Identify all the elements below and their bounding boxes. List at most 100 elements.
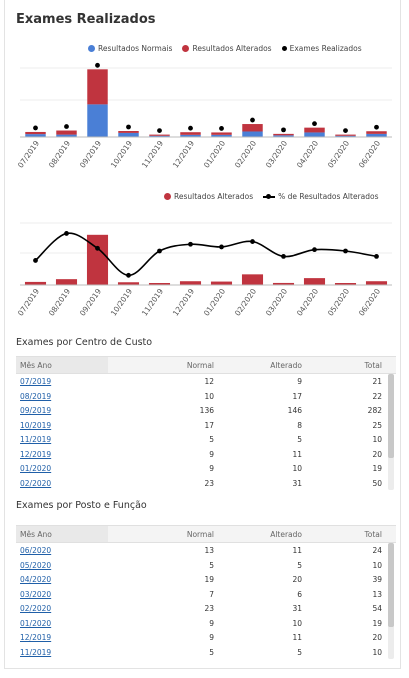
- bar-normais: [118, 132, 139, 137]
- bar-alterados: [273, 133, 294, 136]
- point-pct-alterados: [95, 245, 100, 251]
- bar-alterados: [366, 131, 387, 134]
- cell-mes-ano[interactable]: 03/2020: [20, 589, 52, 599]
- bar-alterados: [118, 131, 139, 133]
- x-tick-label: 03/2020: [264, 287, 289, 318]
- cell-alterado: 6: [297, 589, 302, 599]
- cell-mes-ano[interactable]: 11/2019: [20, 647, 52, 657]
- legend-realizados-swatch: [281, 46, 287, 51]
- point-realizados: [64, 124, 69, 129]
- bar-normais: [273, 135, 294, 137]
- cell-mes-ano[interactable]: 01/2020: [20, 618, 52, 628]
- cell-alterado: 5: [297, 560, 302, 570]
- x-tick-label: 11/2019: [140, 287, 165, 318]
- legend2-pct[interactable]: % de Resultados Alterados: [263, 192, 379, 201]
- cell-mes-ano[interactable]: 12/2019: [20, 633, 52, 642]
- header-total[interactable]: Total: [364, 530, 382, 539]
- legend-alterados-label: Resultados Alterados: [192, 44, 272, 53]
- cell-mes-ano[interactable]: 11/2019: [20, 435, 52, 444]
- bar-alterados: [148, 283, 171, 285]
- chart-resultados-alterados: 07/2019 08/2019 09/2019 10/2019 11/2019 12/20…: [16, 222, 392, 318]
- legend2-alterados[interactable]: Resultados Alterados: [164, 192, 253, 201]
- cell-mes-ano[interactable]: 10/2019: [20, 420, 52, 430]
- cell-mes-ano[interactable]: 05/2020: [20, 560, 52, 570]
- table2-scroll-thumb[interactable]: [388, 543, 394, 627]
- cell-alterado: 10: [292, 618, 302, 628]
- bar-normais: [304, 132, 325, 137]
- bar-alterados: [304, 127, 325, 133]
- cell-mes-ano[interactable]: 09/2019: [20, 406, 52, 415]
- cell-normal: 17: [204, 420, 214, 430]
- chart2-legend: Resultados Alterados % de Resultados Alt…: [164, 192, 379, 201]
- cell-alterado: 11: [292, 449, 302, 459]
- header-alterado[interactable]: Alterado: [270, 530, 302, 539]
- header-total[interactable]: Total: [364, 361, 382, 370]
- cell-alterado: 17: [292, 391, 302, 401]
- table-row: 12/2019 9 11 20: [16, 447, 396, 462]
- cell-normal: 5: [209, 647, 214, 657]
- bar-normais: [149, 135, 170, 137]
- point-pct-alterados: [157, 248, 162, 254]
- cell-normal: 9: [209, 464, 214, 473]
- cell-alterado: 31: [292, 604, 302, 613]
- cell-mes-ano[interactable]: 06/2020: [20, 546, 52, 555]
- cell-alterado: 146: [287, 406, 302, 415]
- bar-alterados: [86, 234, 109, 285]
- table1-scrollbar[interactable]: [388, 374, 394, 490]
- point-realizados: [157, 128, 162, 133]
- cell-alterado: 8: [297, 420, 302, 430]
- header-normal[interactable]: Normal: [186, 530, 214, 539]
- bar-alterados: [149, 134, 170, 136]
- point-realizados: [188, 125, 193, 131]
- cell-mes-ano[interactable]: 12/2019: [20, 449, 52, 459]
- table-row: 01/2020 9 10 19: [16, 461, 396, 476]
- x-tick-label: 04/2020: [295, 287, 320, 318]
- cell-normal: 136: [199, 406, 214, 415]
- point-realizados: [126, 124, 131, 130]
- cell-normal: 5: [209, 435, 214, 444]
- x-tick-label: 05/2020: [326, 139, 351, 170]
- cell-alterado: 10: [292, 464, 302, 473]
- bar-alterados: [334, 283, 357, 285]
- bar-normais: [56, 134, 77, 137]
- header-mes-ano[interactable]: Mês Ano: [20, 530, 52, 539]
- cell-total: 13: [372, 589, 382, 599]
- page-title: Exames Realizados: [16, 12, 156, 27]
- x-tick-label: 09/2019: [78, 139, 103, 170]
- header-alterado[interactable]: Alterado: [270, 361, 302, 370]
- cell-mes-ano[interactable]: 02/2020: [20, 604, 52, 613]
- table-posto-funcao: Mês Ano Normal Alterado Total 06/2020 13 1…: [16, 525, 396, 659]
- legend-normais[interactable]: Resultados Normais: [88, 44, 172, 53]
- x-tick-label: 07/2019: [16, 139, 41, 170]
- x-tick-label: 08/2019: [47, 139, 72, 170]
- x-tick-label: 04/2020: [295, 139, 320, 170]
- cell-mes-ano[interactable]: 02/2020: [20, 478, 52, 488]
- table2-scrollbar[interactable]: [388, 543, 394, 659]
- legend-alterados[interactable]: Resultados Alterados: [182, 44, 272, 53]
- cell-mes-ano[interactable]: 04/2020: [20, 575, 52, 584]
- x-tick-label: 12/2019: [171, 139, 196, 170]
- table-row: 10/2019 17 8 25: [16, 418, 396, 433]
- cell-alterado: 5: [297, 647, 302, 657]
- chart1-legend: Resultados Normais Resultados Alterados …: [88, 44, 362, 53]
- point-pct-alterados: [33, 258, 38, 263]
- point-pct-alterados: [374, 254, 379, 259]
- legend-normais-swatch: [88, 45, 95, 52]
- x-tick-label: 07/2019: [16, 287, 41, 318]
- header-normal[interactable]: Normal: [186, 361, 214, 370]
- chart-exames-realizados: 07/2019 08/2019 09/2019 10/2019 11/2019 12/20…: [16, 62, 392, 170]
- point-realizados: [95, 62, 100, 68]
- table2-title: Exames por Posto e Função: [16, 500, 147, 511]
- x-tick-label: 03/2020: [264, 139, 289, 170]
- legend-alterados-swatch: [182, 45, 190, 52]
- point-pct-alterados: [126, 272, 131, 278]
- header-mes-ano[interactable]: Mês Ano: [20, 361, 52, 370]
- table-row: 09/2019 136 146 282: [16, 403, 396, 418]
- table-row: 06/2020 13 11 24: [16, 543, 396, 558]
- cell-mes-ano[interactable]: 07/2019: [20, 377, 52, 386]
- table1-scroll-thumb[interactable]: [388, 374, 394, 458]
- legend-realizados[interactable]: Exames Realizados: [281, 44, 362, 53]
- point-pct-alterados: [250, 239, 255, 244]
- cell-mes-ano[interactable]: 08/2019: [20, 391, 52, 401]
- cell-mes-ano[interactable]: 01/2020: [20, 464, 52, 473]
